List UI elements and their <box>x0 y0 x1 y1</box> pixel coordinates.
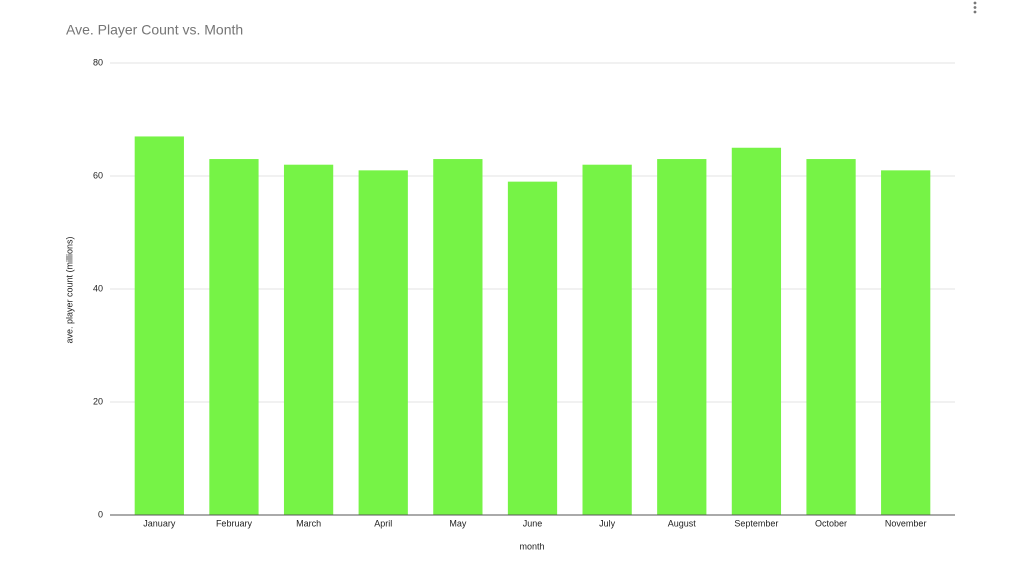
y-axis-label: ave. player count (millions) <box>64 236 74 343</box>
chart-title: Ave. Player Count vs. Month <box>66 22 243 38</box>
bar <box>806 159 856 516</box>
y-tick-label: 0 <box>98 509 103 519</box>
x-tick-label: August <box>668 518 697 528</box>
x-tick-label: May <box>449 518 467 528</box>
bar <box>731 147 782 515</box>
x-tick-label: November <box>885 518 927 528</box>
x-tick-label: March <box>296 518 321 528</box>
bar <box>134 136 184 515</box>
x-tick-label: April <box>374 518 392 528</box>
x-tick-label: February <box>216 518 253 528</box>
x-tick-label: June <box>523 518 543 528</box>
y-tick-label: 20 <box>93 396 103 406</box>
menu-dot <box>973 1 977 5</box>
bar <box>209 159 259 516</box>
bar <box>881 170 931 515</box>
x-tick-label: January <box>143 518 176 528</box>
y-tick-label: 40 <box>93 283 103 293</box>
menu-dot <box>973 10 977 14</box>
y-tick-label: 80 <box>93 57 103 67</box>
bar <box>433 159 483 516</box>
menu-dot <box>973 6 977 9</box>
bar <box>507 181 558 515</box>
x-tick-label: July <box>599 518 616 528</box>
x-tick-label: October <box>815 518 847 528</box>
bar <box>283 164 334 515</box>
bar <box>582 164 632 515</box>
x-tick-label: September <box>734 518 778 528</box>
bar <box>657 159 707 516</box>
y-tick-label: 60 <box>93 170 103 180</box>
menu-icon[interactable] <box>973 1 977 14</box>
bar <box>358 170 408 515</box>
x-axis-label: month <box>519 541 544 551</box>
